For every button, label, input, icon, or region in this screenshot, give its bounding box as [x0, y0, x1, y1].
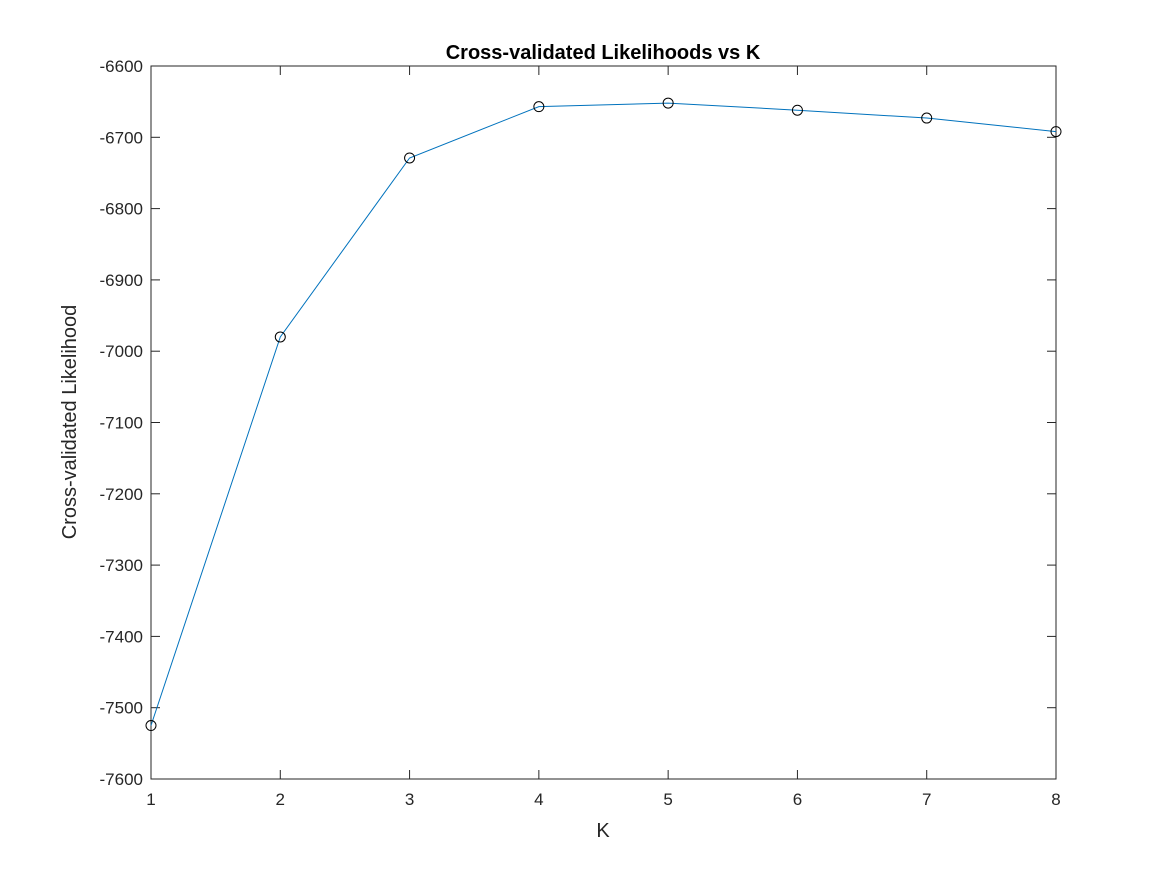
data-point: [662, 97, 674, 109]
x-tick-label: 4: [534, 790, 543, 809]
x-tick-label: 6: [793, 790, 802, 809]
data-point: [921, 112, 933, 124]
data-point: [404, 152, 416, 164]
x-tick-label: 2: [276, 790, 285, 809]
y-tick-label: -7100: [100, 414, 143, 433]
axes-box: [150, 65, 1057, 780]
data-point: [145, 720, 157, 732]
x-axis-title: K: [596, 820, 610, 842]
y-tick-label: -7600: [100, 770, 143, 789]
series-line: [150, 102, 1057, 726]
chart-title: Cross-validated Likelihoods vs K: [446, 42, 761, 64]
plot-area: 1 2 3 4 5 6 7 8 -7600 -7500 -7400 -7300 -7200 -7100 -7…: [100, 57, 1062, 809]
x-tick-label: 1: [146, 790, 155, 809]
y-tick-label: -6600: [100, 57, 143, 76]
y-tick-label: -6800: [100, 200, 143, 219]
x-tick-label: 3: [405, 790, 414, 809]
y-tick-label: -6900: [100, 271, 143, 290]
y-tick-label: -6700: [100, 128, 143, 147]
x-tick-label: 5: [663, 790, 672, 809]
x-tick-label: 7: [922, 790, 931, 809]
data-point: [791, 104, 803, 116]
y-tick-label: -7500: [100, 699, 143, 718]
y-tick-label: -7000: [100, 342, 143, 361]
y-tick-label: -7400: [100, 627, 143, 646]
y-axis-title: Cross-validated Likelihood: [59, 305, 81, 540]
x-tick-label: 8: [1051, 790, 1060, 809]
data-point: [1050, 126, 1062, 138]
y-tick-label: -7300: [100, 556, 143, 575]
data-point: [274, 331, 286, 343]
data-point: [533, 101, 545, 113]
y-tick-label: -7200: [100, 485, 143, 504]
